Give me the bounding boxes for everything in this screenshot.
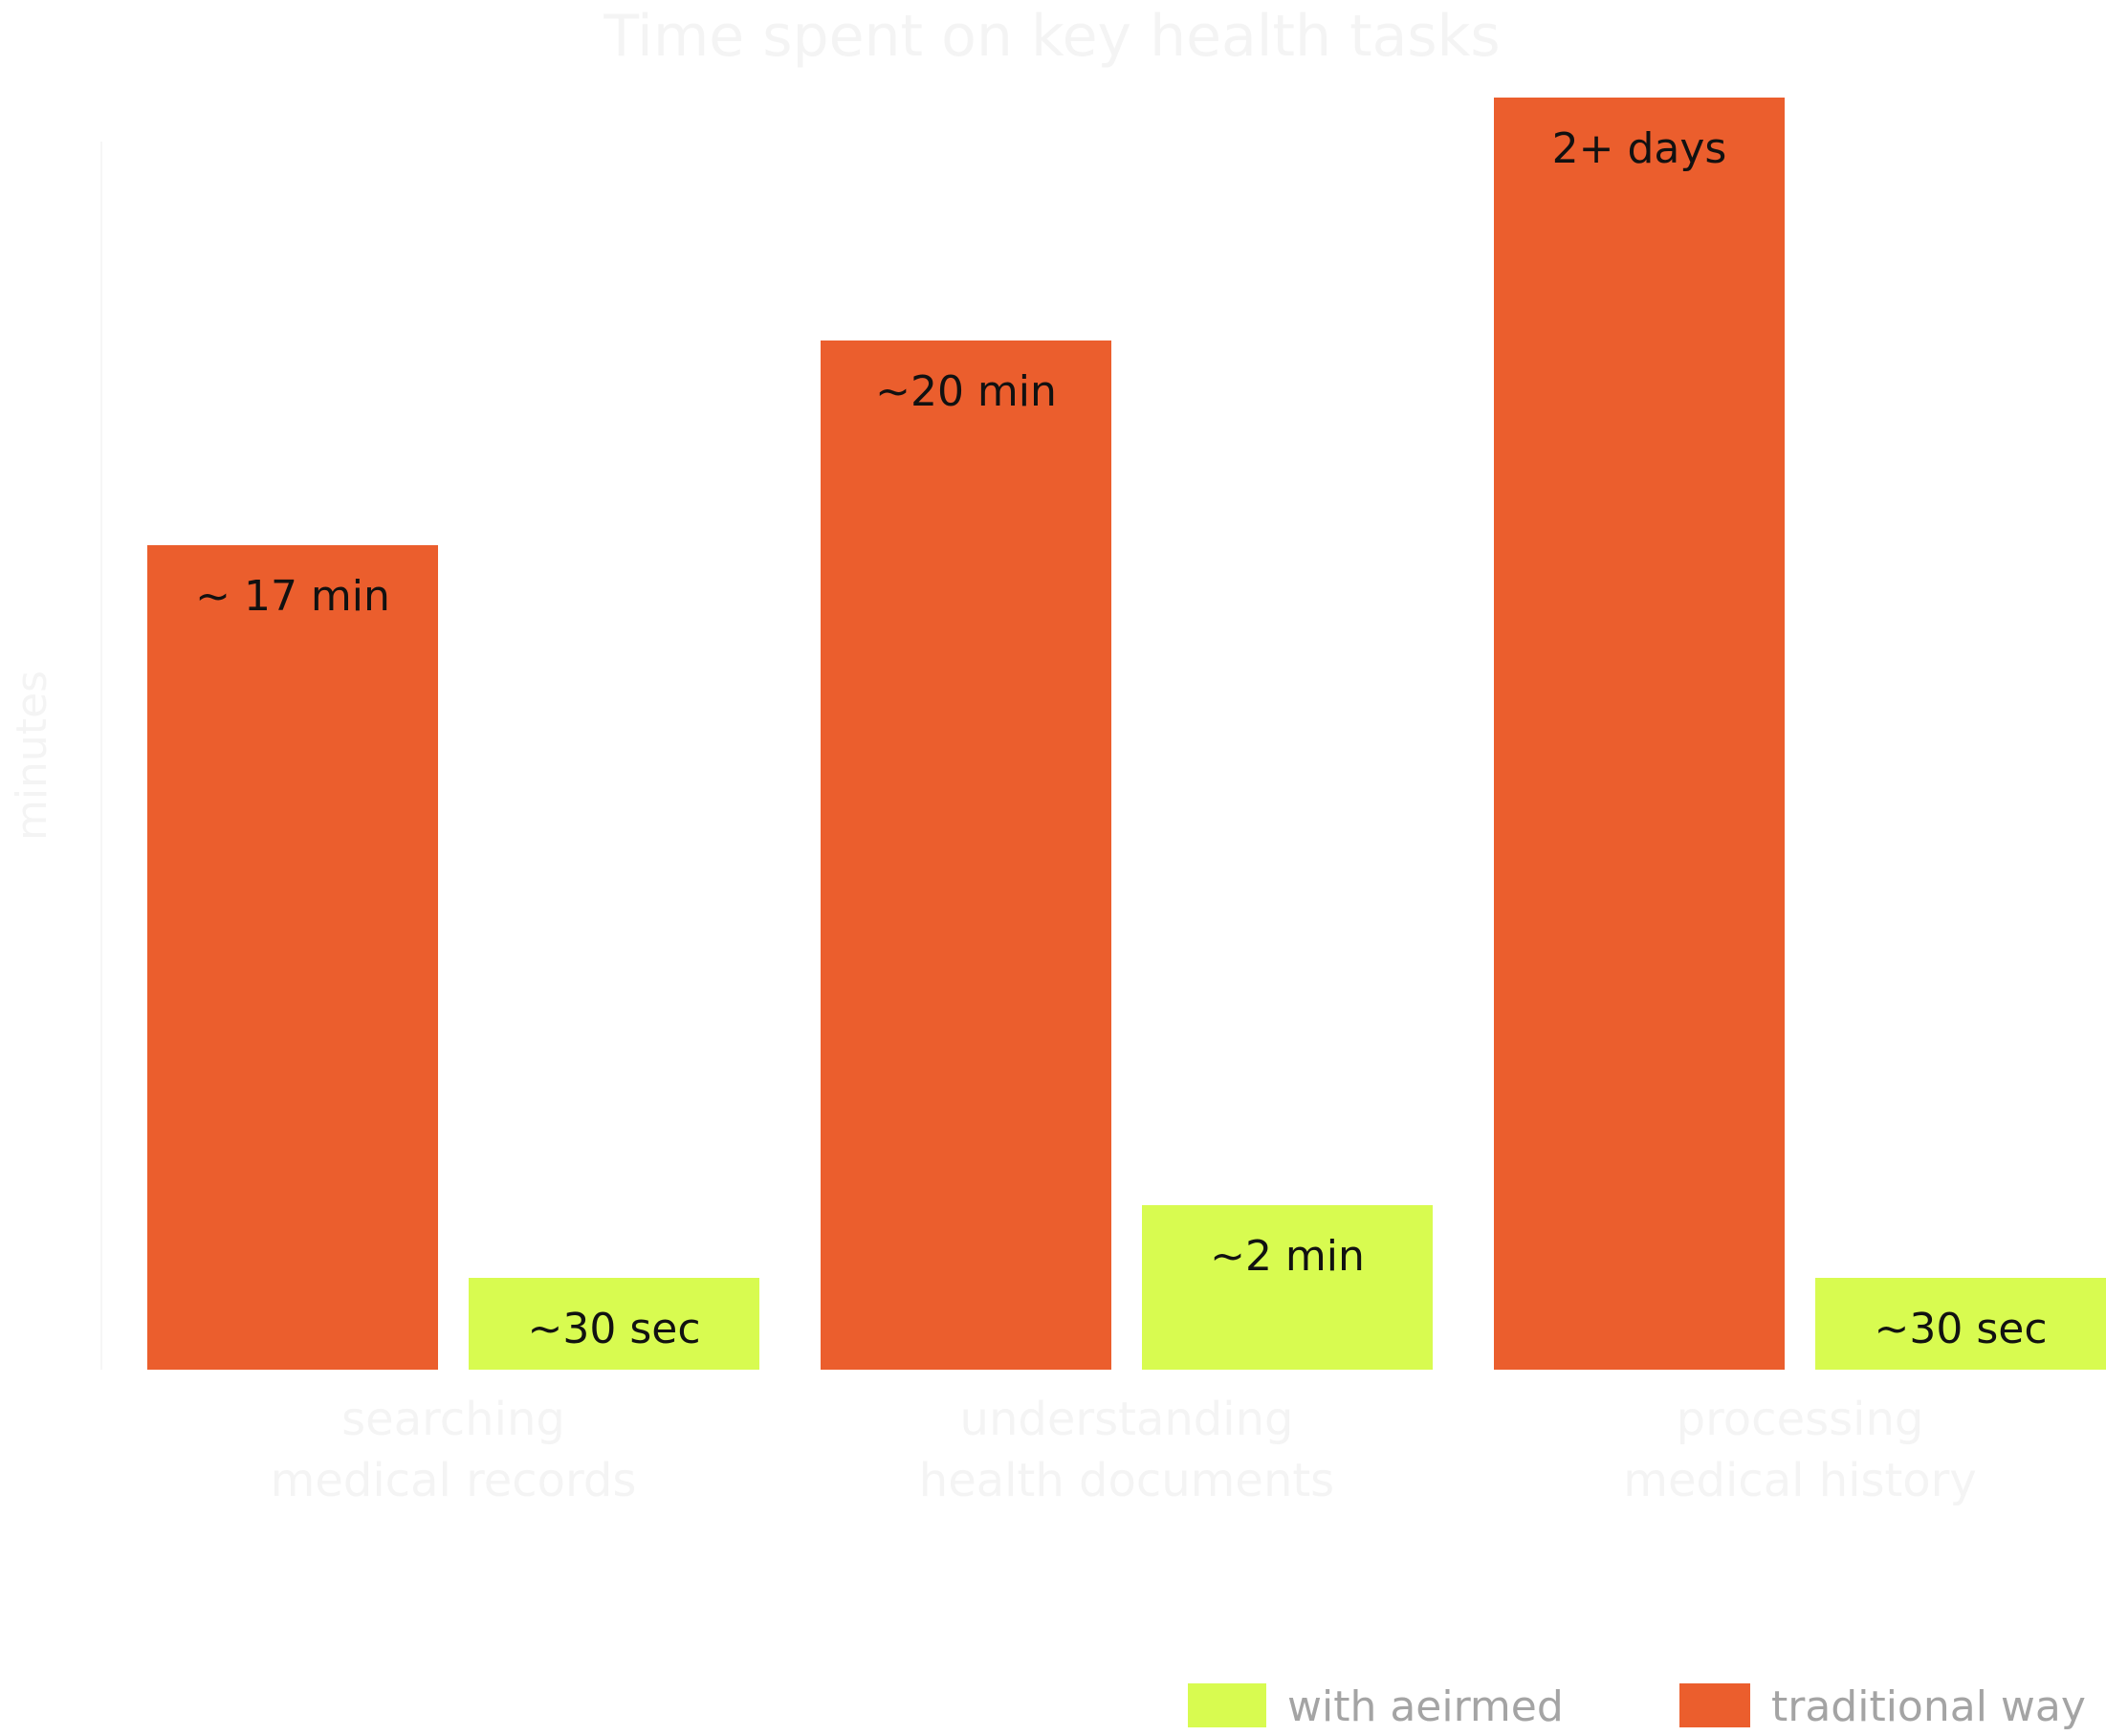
bar-aeirmed-3 [1815, 1278, 2106, 1370]
legend-label-traditional: traditional way [1771, 1682, 2086, 1731]
chart-title: Time spent on key health tasks [603, 3, 1500, 70]
x-tick-label-1: searching medical records [271, 1393, 637, 1507]
legend-label-aeirmed: with aeirmed [1287, 1682, 1564, 1731]
x-tick-labels-group: searching medical records understanding hea… [271, 1393, 1977, 1507]
bar-label-aeirmed-1: ~30 sec [527, 1305, 700, 1353]
bar-label-traditional-1: ~ 17 min [195, 572, 390, 621]
bar-traditional-2 [821, 341, 1111, 1370]
bar-label-traditional-2: ~20 min [875, 367, 1057, 416]
bar-aeirmed-1 [469, 1278, 759, 1370]
bar-traditional-1 [147, 545, 438, 1370]
bar-labels-group: ~ 17 min ~30 sec ~20 min ~2 min 2+ days ~30 s… [195, 124, 2047, 1353]
x-tick-label-3: processing medical history [1623, 1393, 1977, 1507]
bars-group [147, 98, 2106, 1370]
x-tick-label-2: understanding health documents [919, 1393, 1334, 1507]
bar-label-traditional-3: 2+ days [1552, 124, 1727, 173]
bar-label-aeirmed-3: ~30 sec [1874, 1305, 2047, 1353]
bar-label-aeirmed-2: ~2 min [1210, 1232, 1365, 1281]
bar-aeirmed-2 [1142, 1205, 1433, 1370]
legend-swatch-traditional [1679, 1683, 1750, 1727]
legend-swatch-aeirmed [1188, 1683, 1266, 1727]
legend: with aeirmed traditional way [1188, 1682, 2086, 1731]
bar-traditional-3 [1494, 98, 1785, 1370]
y-axis-label: minutes [8, 670, 56, 841]
